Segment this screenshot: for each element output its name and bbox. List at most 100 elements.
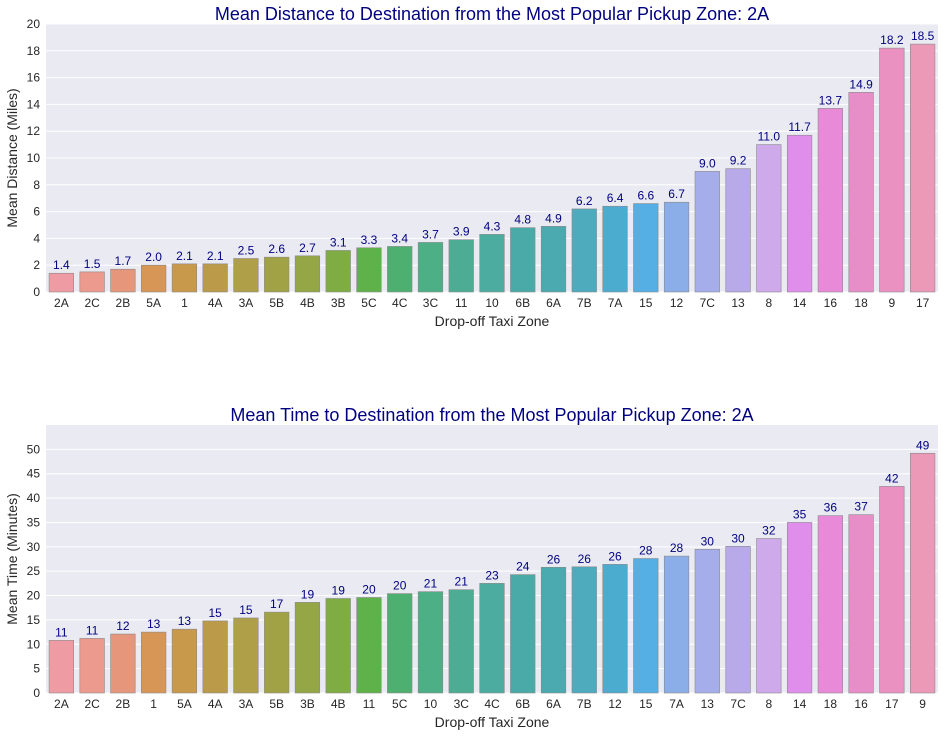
- time-y-tick-label: 20: [27, 589, 41, 603]
- distance-y-tick-label: 8: [33, 178, 40, 192]
- time-bar-3A: [233, 617, 259, 694]
- distance-bar-11: [448, 239, 474, 293]
- time-x-tick-labels: 2A 2C 2B 1 5A 4A 3A 5B 3B 4B 11 5C 10 3C 4C 6B 6A 7B 12 15 7…: [54, 697, 926, 711]
- distance-y-tick-label: 6: [33, 205, 40, 219]
- time-x-tick-label: 5A: [177, 697, 192, 711]
- time-bar-4B: [325, 598, 351, 694]
- time-value-label: 32: [762, 524, 776, 538]
- time-bar-3B: [294, 602, 321, 694]
- distance-value-label: 3.7: [422, 227, 439, 241]
- distance-y-tick-label: 4: [33, 231, 40, 245]
- time-x-tick-label: 9: [919, 697, 926, 711]
- distance-x-tick-label: 2B: [116, 296, 131, 310]
- distance-x-tick-label: 2A: [54, 296, 69, 310]
- distance-bar-10: [479, 234, 505, 293]
- time-value-label: 20: [362, 582, 376, 596]
- time-value-label: 17: [270, 597, 284, 611]
- time-x-tick-label: 4B: [331, 697, 346, 711]
- time-x-tick-label: 16: [854, 697, 868, 711]
- distance-value-label: 14.9: [849, 77, 873, 91]
- distance-value-label: 1.5: [84, 257, 101, 271]
- time-bar-16: [848, 514, 874, 694]
- time-value-label: 28: [670, 541, 684, 555]
- distance-x-tick-label: 13: [731, 296, 745, 310]
- distance-value-label: 2.1: [207, 249, 224, 263]
- time-bar-17: [879, 486, 905, 694]
- distance-bar-4A: [202, 263, 228, 293]
- time-value-label: 37: [854, 500, 868, 514]
- distance-x-tick-label: 11: [455, 296, 468, 310]
- time-x-tick-label: 2C: [84, 697, 100, 711]
- time-x-tick-label: 14: [793, 697, 807, 711]
- distance-x-tick-label: 4B: [300, 296, 315, 310]
- time-x-tick-label: 7A: [669, 697, 684, 711]
- time-x-tick-label: 7B: [577, 697, 592, 711]
- distance-x-tick-label: 6B: [515, 296, 530, 310]
- distance-value-label: 2.6: [268, 242, 285, 256]
- distance-value-label: 1.4: [53, 258, 70, 272]
- time-value-label: 13: [147, 617, 161, 631]
- distance-bars: [48, 43, 936, 293]
- time-bar-18: [817, 515, 843, 694]
- time-bars: [48, 452, 936, 694]
- time-x-tick-label: 11: [363, 697, 376, 711]
- time-value-label: 20: [393, 579, 407, 593]
- time-y-tick-label: 0: [33, 686, 40, 700]
- distance-value-label: 1.7: [115, 254, 132, 268]
- time-y-tick-label: 5: [33, 662, 40, 676]
- distance-value-label: 9.0: [699, 156, 716, 170]
- distance-x-tick-label: 3C: [423, 296, 439, 310]
- distance-bar-18: [848, 92, 874, 293]
- time-value-label: 11: [86, 623, 99, 637]
- distance-y-tick-label: 10: [27, 151, 41, 165]
- distance-bar-2A: [48, 272, 74, 293]
- distance-x-tick-label: 16: [824, 296, 838, 310]
- distance-value-label: 2.5: [238, 244, 255, 258]
- time-x-tick-label: 17: [885, 697, 899, 711]
- distance-x-tick-label: 17: [916, 296, 930, 310]
- time-x-tick-label: 7C: [730, 697, 746, 711]
- distance-y-tick-label: 14: [27, 97, 41, 111]
- distance-bar-4B: [294, 255, 321, 293]
- time-bar-3C: [448, 589, 474, 694]
- distance-x-tick-label: 3B: [331, 296, 346, 310]
- distance-x-tick-label: 15: [639, 296, 653, 310]
- time-value-label: 13: [178, 614, 192, 628]
- time-y-tick-label: 25: [27, 564, 41, 578]
- distance-x-tick-label: 7C: [700, 296, 716, 310]
- distance-value-label: 18.2: [880, 33, 904, 47]
- distance-bar-6B: [510, 227, 536, 293]
- distance-bar-4C: [387, 246, 413, 293]
- time-y-tick-label: 50: [27, 442, 41, 456]
- distance-value-labels: 1.4 1.5 1.7 2.0 2.1 2.1 2.5 2.6 2.7 3.1 3.3 3.4 3.7 3…: [53, 29, 935, 272]
- time-y-tick-label: 30: [27, 540, 41, 554]
- time-x-tick-label: 6B: [515, 697, 530, 711]
- distance-y-tick-label: 0: [33, 285, 40, 299]
- time-x-tick-label: 5B: [269, 697, 284, 711]
- distance-bar-2C: [79, 271, 105, 293]
- distance-bar-13: [725, 168, 751, 293]
- distance-value-label: 6.6: [637, 189, 654, 203]
- distance-y-tick-label: 20: [27, 17, 41, 31]
- distance-bar-3B: [325, 250, 351, 293]
- distance-bar-1: [171, 263, 198, 293]
- time-bar-7B: [571, 566, 597, 694]
- time-x-tick-label: 8: [765, 697, 772, 711]
- distance-x-tick-label: 18: [854, 296, 868, 310]
- distance-value-label: 2.7: [299, 241, 316, 255]
- distance-value-label: 4.9: [545, 211, 562, 225]
- distance-bar-2B: [110, 268, 136, 293]
- distance-x-tick-label: 5C: [361, 296, 377, 310]
- time-value-label: 42: [885, 471, 899, 485]
- distance-bar-14: [786, 134, 813, 293]
- time-bar-10: [417, 591, 444, 694]
- distance-x-tick-label: 12: [670, 296, 684, 310]
- time-x-axis-label: Drop-off Taxi Zone: [435, 714, 550, 730]
- time-x-tick-label: 15: [639, 697, 653, 711]
- time-bar-14: [786, 522, 813, 694]
- time-y-tick-label: 45: [27, 467, 41, 481]
- distance-y-tick-label: 16: [27, 71, 41, 85]
- distance-bar-15: [633, 203, 659, 293]
